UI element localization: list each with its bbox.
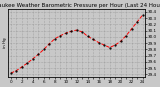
Y-axis label: in Hg: in Hg (3, 38, 7, 48)
Title: Milwaukee Weather Barometric Pressure per Hour (Last 24 Hours): Milwaukee Weather Barometric Pressure pe… (0, 3, 160, 8)
